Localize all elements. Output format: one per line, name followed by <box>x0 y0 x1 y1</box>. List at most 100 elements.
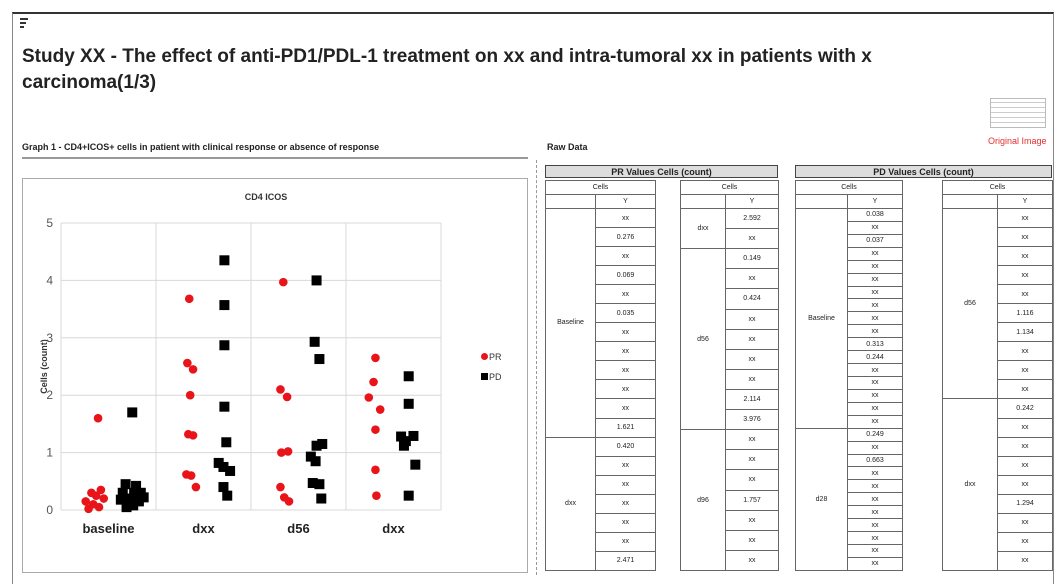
cell-value: xx <box>997 474 1053 495</box>
cell-value: xx <box>725 368 779 390</box>
y-tick-label: 2 <box>46 388 53 402</box>
cell-value: xx <box>725 429 779 451</box>
data-point <box>186 471 196 480</box>
cell-value: xx <box>595 474 656 495</box>
cell-value: xx <box>595 322 656 343</box>
header-row: Cells <box>795 180 903 195</box>
cell-value: xx <box>725 549 779 571</box>
data-point <box>219 300 230 311</box>
cell-value: xx <box>847 220 903 235</box>
data-point <box>120 479 131 490</box>
data-point <box>375 405 385 414</box>
cell-value: xx <box>725 348 779 370</box>
cell-value: xx <box>997 341 1053 362</box>
data-point <box>276 482 285 492</box>
cell-value: xx <box>997 417 1053 438</box>
cell-value: xx <box>847 246 903 261</box>
cell-value: xx <box>847 466 903 481</box>
cell-value: 0.069 <box>595 265 656 286</box>
data-point <box>403 398 414 409</box>
menu-icon[interactable] <box>20 18 30 30</box>
data-row: dxx 0.242 <box>942 398 1053 571</box>
cell-value: 2.114 <box>725 388 779 411</box>
cell-value: xx <box>997 455 1053 476</box>
data-point <box>311 275 322 286</box>
blank-header <box>942 194 998 209</box>
cell-value: xx <box>725 308 779 330</box>
data-point <box>121 502 132 513</box>
x-tick-label: dxx <box>382 521 405 536</box>
cell-value: xx <box>847 311 903 326</box>
data-row: 2.471 <box>546 550 656 571</box>
header-row: Cells <box>680 180 779 195</box>
data-point <box>222 490 233 501</box>
data-point <box>284 497 294 506</box>
data-table: Cells Y Baseline 0.038 xx 0.037 xx xx xx xx xx xx xx… <box>795 180 903 571</box>
original-image-link[interactable]: Original Image <box>988 136 1047 146</box>
data-point <box>184 294 194 304</box>
data-point <box>309 336 320 347</box>
data-point <box>138 492 149 503</box>
cell-value: 0.035 <box>595 303 656 324</box>
data-point <box>221 437 232 448</box>
data-point <box>219 340 230 351</box>
cell-value: xx <box>595 246 656 267</box>
legend-marker <box>481 373 488 380</box>
data-point <box>408 430 419 441</box>
cell-value: xx <box>847 259 903 274</box>
cell-value: xx <box>997 436 1053 457</box>
cell-value: xx <box>997 207 1053 229</box>
data-point <box>283 447 293 456</box>
blank-header <box>545 194 596 209</box>
data-point <box>316 493 327 504</box>
cell-value: 1.757 <box>725 489 779 511</box>
cell-value: xx <box>725 268 779 290</box>
data-point <box>218 482 229 493</box>
data-point <box>371 353 380 363</box>
cell-value: 0.663 <box>847 453 903 468</box>
data-point <box>99 494 109 503</box>
cell-value: xx <box>595 360 656 381</box>
cell-value: xx <box>997 284 1053 305</box>
table-title: PD Values Cells (count) <box>795 165 1052 178</box>
y-tick-label: 1 <box>46 446 53 460</box>
data-point <box>314 479 325 490</box>
legend-label: PR <box>489 352 502 362</box>
cell-value: 0.249 <box>847 427 903 442</box>
x-tick-label: d56 <box>287 521 309 536</box>
data-point <box>94 502 104 512</box>
data-point <box>279 277 288 287</box>
data-point <box>403 371 414 382</box>
header-row: Y <box>795 194 903 209</box>
data-row: 1.757 <box>681 489 779 511</box>
data-point <box>185 390 195 400</box>
data-point <box>131 480 142 491</box>
graph-heading: Graph 1 - CD4+ICOS+ cells in patient wit… <box>22 142 380 152</box>
data-row: xx <box>681 549 779 571</box>
cell-value: xx <box>725 449 779 471</box>
data-row: Baseline xx <box>545 207 656 438</box>
data-row: d56 xx <box>942 207 1053 400</box>
data-point <box>410 459 421 470</box>
cell-value: xx <box>847 272 903 287</box>
cell-value: xx <box>847 531 903 545</box>
header-row: Y <box>545 194 656 209</box>
cell-value: xx <box>847 518 903 533</box>
header-row: Cells <box>942 180 1053 195</box>
group-label: d28 <box>795 427 848 571</box>
original-thumbnail[interactable] <box>990 98 1046 128</box>
cell-value: xx <box>847 543 903 558</box>
cell-value: xx <box>997 360 1053 381</box>
chart-title: CD4 ICOS <box>245 192 288 202</box>
group-label: d96 <box>680 429 726 571</box>
cell-value: 0.424 <box>725 288 779 310</box>
x-tick-label: dxx <box>192 521 215 536</box>
data-row: xx <box>943 550 1053 571</box>
cell-value: xx <box>847 505 903 520</box>
data-point <box>219 401 230 412</box>
cell-value: xx <box>847 440 903 455</box>
data-point <box>128 500 139 511</box>
